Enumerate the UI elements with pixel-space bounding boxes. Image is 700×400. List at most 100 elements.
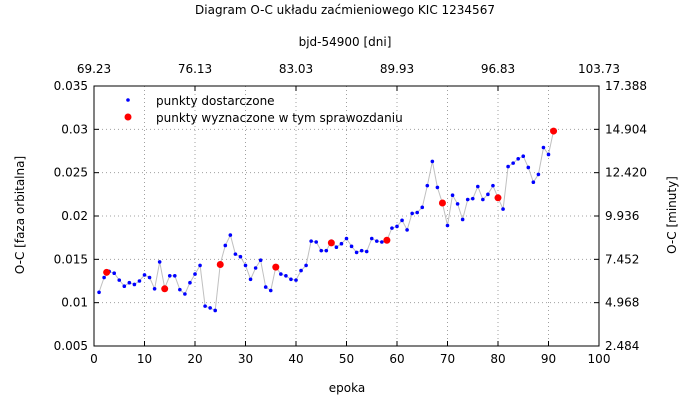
x2-tick-label: 83.03 (279, 62, 313, 76)
point-dostarczone (284, 274, 288, 278)
point-dostarczone (223, 243, 228, 248)
point-dostarczone (546, 152, 551, 157)
point-dostarczone (359, 248, 364, 253)
point-dostarczone (117, 278, 122, 282)
point-wyznaczone (161, 285, 169, 293)
x2-tick-label: 89.93 (380, 62, 414, 76)
legend-label-red: punkty wyznaczone w tym sprawozdaniu (156, 111, 403, 125)
x2-tick-label: 103.73 (578, 62, 620, 76)
point-dostarczone (375, 239, 379, 243)
y-tick-label: 0.015 (54, 252, 88, 266)
point-dostarczone (142, 273, 147, 277)
x2-tick-label: 76.13 (178, 62, 212, 76)
y-tick-label: 0.02 (61, 209, 88, 223)
legend-marker-blue (126, 98, 130, 102)
y-axis-label: O-C [faza orbitalna] (13, 156, 27, 274)
y2-tick-label: 9.936 (605, 209, 639, 223)
point-dostarczone (268, 288, 273, 293)
y2-tick-label: 14.904 (605, 122, 647, 136)
point-dostarczone (410, 211, 414, 216)
x2-tick-label: 96.83 (481, 62, 515, 76)
x-tick-label: 50 (339, 352, 354, 366)
point-dostarczone (344, 236, 349, 241)
point-dostarczone (233, 252, 238, 256)
legend: punkty dostarczone punkty wyznaczone w t… (124, 94, 403, 125)
point-dostarczone (253, 266, 258, 270)
legend-marker-red (124, 113, 132, 121)
point-dostarczone (203, 304, 207, 308)
point-dostarczone (526, 165, 531, 170)
point-dostarczone (380, 240, 384, 244)
x-tick-label: 80 (490, 352, 505, 366)
point-dostarczone (289, 277, 293, 282)
x-tick-label: 20 (187, 352, 202, 366)
point-dostarczone (228, 233, 233, 237)
point-dostarczone (541, 145, 546, 150)
point-dostarczone (415, 210, 420, 215)
point-dostarczone (420, 205, 425, 210)
point-dostarczone (400, 218, 404, 223)
x-axis-label: epoka (329, 381, 365, 395)
plot-frame (93, 85, 600, 347)
point-dostarczone (476, 184, 480, 189)
point-dostarczone (455, 202, 460, 206)
x-tick-label: 70 (440, 352, 455, 366)
point-dostarczone (198, 263, 202, 268)
y-tick-label: 0.03 (61, 122, 88, 136)
point-dostarczone (258, 258, 263, 263)
x2-tick-label: 69.23 (77, 62, 111, 76)
point-dostarczone (521, 154, 526, 158)
y-tick-label: 0.01 (61, 296, 88, 310)
point-dostarczone (167, 274, 172, 278)
y-tick-label: 0.025 (54, 166, 88, 180)
y2-tick-label: 2.484 (605, 339, 639, 353)
point-dostarczone (102, 275, 106, 280)
point-dostarczone (536, 172, 541, 177)
point-dostarczone (491, 183, 495, 188)
point-dostarczone (395, 224, 399, 229)
point-dostarczone (263, 285, 268, 289)
x-tick-label: 100 (588, 352, 611, 366)
point-dostarczone (531, 180, 536, 184)
point-dostarczone (354, 250, 359, 255)
point-dostarczone (112, 271, 116, 276)
point-dostarczone (460, 217, 465, 222)
plot-series (97, 127, 558, 313)
point-dostarczone (486, 192, 490, 197)
point-dostarczone (445, 223, 450, 228)
point-dostarczone (97, 290, 101, 295)
x-tick-label: 0 (90, 352, 98, 366)
x-tick-label: 90 (541, 352, 556, 366)
point-dostarczone (208, 306, 212, 310)
point-dostarczone (299, 268, 303, 273)
point-wyznaczone (103, 268, 111, 276)
point-dostarczone (450, 193, 455, 197)
x2-axis-label: bjd-54900 [dni] (299, 35, 392, 49)
point-dostarczone (364, 249, 369, 254)
point-dostarczone (152, 287, 157, 291)
point-dostarczone (511, 161, 515, 165)
point-dostarczone (506, 164, 510, 169)
point-dostarczone (314, 240, 319, 244)
point-dostarczone (304, 263, 308, 268)
chart-title: Diagram O-C układu zaćmieniowego KIC 123… (195, 3, 495, 17)
point-wyznaczone (383, 236, 391, 244)
point-dostarczone (334, 245, 339, 249)
point-dostarczone (430, 159, 435, 164)
point-dostarczone (435, 185, 440, 190)
point-dostarczone (481, 197, 485, 202)
point-dostarczone (127, 280, 132, 285)
point-dostarczone (405, 228, 409, 232)
point-dostarczone (425, 183, 430, 188)
legend-label-blue: punkty dostarczone (156, 94, 275, 108)
point-dostarczone (132, 282, 137, 287)
point-dostarczone (248, 277, 253, 282)
x-tick-label: 40 (288, 352, 303, 366)
point-dostarczone (147, 275, 152, 280)
point-dostarczone (157, 260, 162, 264)
point-dostarczone (349, 244, 354, 249)
point-dostarczone (137, 279, 142, 283)
point-wyznaczone (327, 239, 335, 247)
y-tick-label: 0.005 (54, 339, 88, 353)
